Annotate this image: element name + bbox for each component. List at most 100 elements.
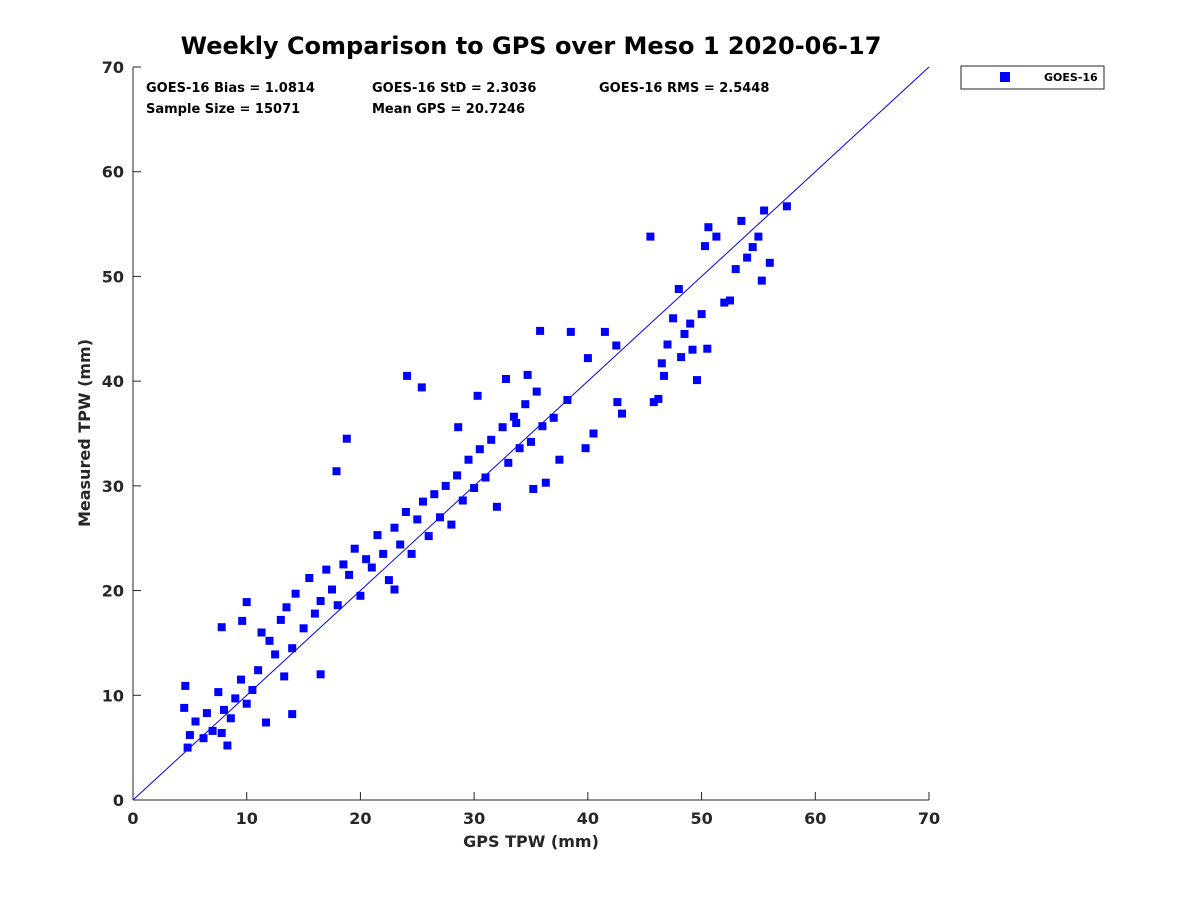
y-tick-label: 10 (102, 686, 124, 705)
data-point (345, 570, 354, 579)
data-point (613, 398, 622, 407)
stat-std: GOES-16 StD = 2.3036 (372, 81, 536, 96)
data-point (512, 419, 521, 427)
data-point (782, 202, 791, 211)
x-tick-label: 30 (463, 809, 485, 828)
data-point (342, 434, 351, 443)
data-point (704, 223, 713, 232)
data-point (693, 376, 701, 385)
chart-title: Weekly Comparison to GPS over Meso 1 202… (181, 32, 882, 60)
data-point (712, 232, 721, 241)
data-point (654, 394, 663, 403)
data-point (208, 726, 217, 735)
data-point (238, 616, 247, 625)
data-point (379, 549, 388, 558)
data-point (257, 628, 266, 637)
data-point (697, 310, 706, 319)
data-point (541, 478, 550, 487)
y-tick-label: 40 (102, 372, 124, 391)
legend-box (960, 65, 1105, 90)
data-point (332, 467, 341, 476)
data-point (649, 398, 658, 407)
data-point (282, 603, 291, 612)
data-point (199, 734, 208, 743)
data-point (231, 694, 240, 703)
data-point (612, 341, 621, 350)
data-point (720, 298, 729, 307)
data-point (686, 319, 695, 328)
data-point (703, 344, 712, 353)
legend-marker-square-icon (1000, 72, 1010, 82)
x-tick-label: 0 (127, 809, 138, 828)
data-point (589, 429, 598, 438)
data-point (453, 471, 462, 480)
data-point (191, 717, 200, 726)
data-point (458, 496, 467, 505)
data-point (680, 330, 689, 338)
data-point (454, 423, 463, 432)
data-point (521, 400, 530, 409)
data-point (214, 688, 223, 697)
data-point (180, 703, 189, 712)
data-point (669, 314, 678, 323)
data-point (417, 383, 426, 392)
data-point (223, 741, 232, 750)
data-point (498, 423, 507, 432)
data-point (566, 327, 575, 336)
data-point (504, 458, 513, 467)
data-point (185, 731, 194, 740)
data-point (470, 484, 479, 492)
data-point (581, 444, 590, 453)
data-point (362, 555, 371, 564)
data-point (242, 598, 251, 607)
data-point (424, 532, 433, 541)
data-point (748, 243, 757, 252)
data-point (242, 699, 251, 708)
data-point (356, 591, 365, 600)
data-point (316, 670, 325, 679)
y-axis-ticks: 0 10 20 30 40 50 60 70 (102, 58, 141, 810)
data-point (316, 597, 325, 605)
data-point (373, 531, 382, 540)
data-point (663, 340, 672, 349)
data-point (583, 354, 592, 363)
data-points (180, 202, 791, 752)
data-point (280, 672, 289, 681)
x-tick-label: 50 (690, 809, 712, 828)
data-point (765, 258, 774, 267)
data-point (220, 705, 228, 714)
plot-area: 0 10 20 30 40 50 60 70 0 10 20 30 40 50 60 70 (102, 58, 940, 828)
data-point (436, 513, 444, 522)
data-point (688, 345, 697, 354)
data-point (271, 650, 280, 659)
y-tick-label: 20 (102, 582, 124, 601)
data-point (181, 681, 190, 690)
data-point (529, 485, 538, 493)
data-point (760, 206, 769, 215)
data-point (328, 585, 336, 594)
data-point (473, 391, 482, 400)
data-point (492, 502, 501, 511)
data-point (532, 387, 541, 396)
x-axis-ticks: 0 10 20 30 40 50 60 70 (127, 792, 940, 828)
x-tick-label: 20 (349, 809, 371, 828)
stat-rms: GOES-16 RMS = 2.5448 (599, 81, 769, 96)
data-point (475, 445, 484, 454)
data-point (731, 265, 740, 274)
data-point (276, 615, 285, 624)
data-point (646, 232, 655, 241)
data-point (515, 444, 524, 453)
data-point (536, 326, 545, 335)
data-point (441, 481, 450, 490)
data-point (726, 296, 734, 305)
data-point (737, 216, 746, 225)
data-point (523, 370, 532, 379)
data-point (527, 437, 535, 446)
data-point (217, 729, 226, 737)
y-tick-label: 70 (102, 58, 124, 77)
data-point (183, 743, 192, 752)
stat-bias: GOES-16 Bias = 1.0814 (146, 81, 315, 96)
data-point (299, 624, 308, 633)
legend: GOES-16 (960, 65, 1105, 90)
data-point (288, 710, 297, 719)
